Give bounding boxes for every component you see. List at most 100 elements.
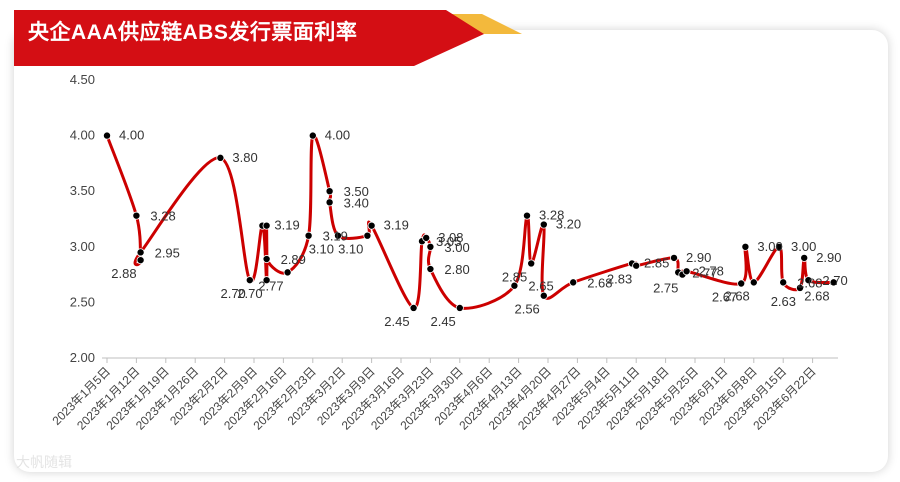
data-label: 3.19 xyxy=(384,218,409,233)
data-label: 2.77 xyxy=(692,265,717,280)
data-label: 3.28 xyxy=(150,209,175,224)
data-point xyxy=(829,278,838,287)
data-label: 2.56 xyxy=(514,302,539,317)
data-label: 2.88 xyxy=(111,266,136,281)
data-point xyxy=(426,242,435,251)
data-label: 2.65 xyxy=(528,279,553,294)
data-label: 2.95 xyxy=(155,245,180,260)
data-label: 2.90 xyxy=(686,250,711,265)
data-point xyxy=(363,231,372,240)
data-label: 2.68 xyxy=(724,288,749,303)
data-point xyxy=(325,198,334,207)
data-markers xyxy=(103,131,838,312)
data-label: 2.85 xyxy=(644,255,669,270)
data-point xyxy=(569,278,578,287)
data-point xyxy=(749,278,758,287)
data-label: 3.19 xyxy=(274,218,299,233)
data-label: 3.10 xyxy=(309,242,334,257)
data-point xyxy=(325,187,334,196)
data-label: 2.83 xyxy=(607,272,632,287)
data-point xyxy=(132,211,141,220)
banner-red-band xyxy=(14,10,484,66)
data-point xyxy=(800,253,809,262)
data-label: 2.68 xyxy=(587,275,612,290)
data-point xyxy=(670,253,679,262)
data-point xyxy=(304,231,313,240)
data-label: 2.68 xyxy=(797,275,822,290)
y-tick-label: 2.50 xyxy=(70,294,95,309)
data-label: 3.00 xyxy=(757,239,782,254)
data-point xyxy=(775,242,784,251)
data-point xyxy=(455,303,464,312)
data-label: 2.80 xyxy=(444,262,469,277)
y-tick-label: 4.50 xyxy=(70,72,95,87)
data-point xyxy=(283,268,292,277)
data-label: 2.89 xyxy=(281,252,306,267)
data-point xyxy=(737,279,746,288)
y-tick-label: 2.00 xyxy=(70,350,95,365)
data-label: 2.85 xyxy=(502,269,527,284)
data-label: 2.70 xyxy=(822,273,847,288)
data-label: 3.80 xyxy=(232,150,257,165)
x-axis: 2023年1月5日2023年1月12日2023年1月19日2023年1月26日2… xyxy=(49,357,838,433)
data-point xyxy=(796,283,805,292)
data-point xyxy=(333,231,342,240)
data-point xyxy=(426,265,435,274)
series-line xyxy=(105,133,836,310)
data-point xyxy=(779,278,788,287)
data-label: 2.70 xyxy=(237,286,262,301)
y-axis: 2.00 2.50 3.00 3.50 4.00 4.50 xyxy=(70,72,95,365)
data-point xyxy=(741,242,750,251)
data-point xyxy=(409,303,418,312)
data-point xyxy=(422,233,431,242)
data-point xyxy=(682,267,691,276)
data-point xyxy=(510,281,519,290)
data-label: 3.05 xyxy=(436,234,461,249)
data-label: 2.90 xyxy=(816,250,841,265)
data-label: 2.78 xyxy=(699,263,724,278)
y-tick-label: 4.00 xyxy=(70,128,95,143)
data-point xyxy=(539,220,548,229)
data-label: 2.68 xyxy=(804,288,829,303)
data-point xyxy=(136,248,145,257)
data-labels: 4.00 3.28 2.88 2.95 3.80 2.70 3.19 2.70 2.89 2.77… xyxy=(111,128,847,329)
data-point xyxy=(527,259,536,268)
data-label: 3.00 xyxy=(444,240,469,255)
data-label: 3.08 xyxy=(438,230,463,245)
data-label: 3.50 xyxy=(344,184,369,199)
data-point xyxy=(539,291,548,300)
data-label: 2.75 xyxy=(653,281,678,296)
data-label: 2.63 xyxy=(771,294,796,309)
data-point xyxy=(632,261,641,270)
data-label: 3.40 xyxy=(344,195,369,210)
data-point xyxy=(136,256,145,265)
data-point xyxy=(308,131,317,140)
chart-title: 央企AAA供应链ABS发行票面利率 xyxy=(28,21,358,44)
data-label: 3.19 xyxy=(323,229,348,244)
data-point xyxy=(262,276,271,285)
data-label: 4.00 xyxy=(119,128,144,143)
data-label: 3.00 xyxy=(791,239,816,254)
watermark-text: 大帆随辑 xyxy=(16,454,72,470)
y-tick-label: 3.00 xyxy=(70,239,95,254)
data-point xyxy=(245,276,254,285)
data-label: 3.10 xyxy=(338,242,363,257)
data-point xyxy=(523,211,532,220)
data-label: 2.45 xyxy=(430,314,455,329)
chart-card xyxy=(14,30,888,472)
data-point xyxy=(103,131,112,140)
data-label: 2.67 xyxy=(712,289,737,304)
data-label: 2.45 xyxy=(384,314,409,329)
title-banner xyxy=(14,10,522,66)
data-point xyxy=(804,276,813,285)
data-label: 3.28 xyxy=(539,208,564,223)
data-point xyxy=(367,221,376,230)
data-point xyxy=(262,221,271,230)
data-label: 2.77 xyxy=(258,278,283,293)
y-tick-label: 3.50 xyxy=(70,183,95,198)
data-label: 2.70 xyxy=(220,286,245,301)
data-point xyxy=(262,255,271,264)
data-label: 3.20 xyxy=(556,217,581,232)
